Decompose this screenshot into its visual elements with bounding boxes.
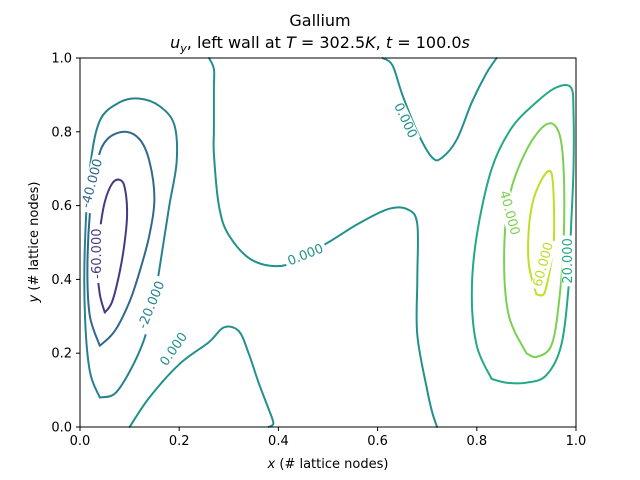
y-tick-label: 0.0 [51, 421, 72, 436]
x-tick-label: 0.8 [466, 434, 487, 449]
contour-label--20.000-text: -20.000 [136, 279, 169, 331]
contour-label-60.000-background [530, 238, 558, 291]
x-tick-label: 0.0 [70, 434, 91, 449]
contour-labels: -60.000-40.000-20.0000.00020.00040.00060… [78, 98, 576, 372]
x-tick-label: 0.6 [367, 434, 388, 449]
contour-line-level-0.000-1 [381, 57, 498, 162]
contour-label-extra-1: 0.000 [389, 98, 421, 144]
contour-label-0.000-background [156, 327, 193, 372]
contour-label--60.000-text: -60.000 [90, 229, 105, 279]
x-axis-ticks: 0.0 0.2 0.4 0.6 0.8 1.0 [70, 427, 587, 449]
contour-label-extra-0: 0.000 [283, 240, 329, 270]
contour-label--20.000: -20.000 [134, 275, 170, 335]
contour-label--40.000: -40.000 [78, 153, 107, 214]
x-tick-label: 0.4 [268, 434, 289, 449]
contour-label-20.000-text: 20.000 [561, 238, 576, 284]
axes-frame [79, 57, 577, 428]
x-tick-label: 0.2 [169, 434, 190, 449]
contour-line-level-60.000-0 [527, 169, 556, 297]
contour-label--20.000-background [134, 275, 170, 335]
x-axis-label: x (# lattice nodes) [267, 457, 389, 472]
y-tick-label: 0.8 [51, 125, 72, 140]
contour-label-extra-1-text: 0.000 [390, 101, 419, 141]
contour-label-extra-1-background [389, 98, 421, 144]
contour-label-40.000-background [495, 186, 523, 240]
contour-label-extra-0-text: 0.000 [286, 241, 326, 269]
contour-label-0.000-text: 0.000 [157, 330, 191, 369]
contour-line-level--20.000-0 [83, 97, 179, 399]
contour-label-20.000: 20.000 [561, 235, 576, 287]
contour-label-40.000-text: 40.000 [496, 189, 522, 237]
contour-label--40.000-text: -40.000 [79, 157, 106, 209]
chart-title: Gallium [289, 11, 350, 30]
y-tick-label: 0.4 [51, 273, 72, 288]
contour-label-40.000: 40.000 [495, 186, 523, 240]
contour-line-level--40.000-0 [86, 130, 156, 347]
contour-label--60.000-background [90, 224, 105, 283]
y-tick-label: 0.2 [51, 347, 72, 362]
contour-line-level-40.000-0 [503, 122, 566, 359]
contour-label--40.000-background [78, 153, 107, 214]
y-axis-ticks: 0.0 0.2 0.4 0.6 0.8 1.0 [51, 52, 80, 436]
contour-label-60.000: 60.000 [530, 238, 558, 291]
chart-subtitle: uy, left wall at T = 302.5K, t = 100.0s [170, 33, 470, 55]
contour-label-60.000-text: 60.000 [531, 241, 557, 289]
contour-label-20.000-background [561, 235, 576, 287]
contour-line-level-20.000-0 [470, 83, 575, 385]
y-tick-label: 1.0 [51, 52, 72, 67]
plot-area: -60.000-40.000-20.0000.00020.00040.00060… [78, 57, 577, 428]
y-tick-label: 0.6 [51, 199, 72, 214]
contour-label-0.000: 0.000 [156, 327, 193, 372]
contour-line-level-0.000-2 [128, 325, 275, 428]
x-tick-label: 1.0 [566, 434, 587, 449]
contour-label--60.000: -60.000 [90, 224, 105, 283]
contour-label-extra-0-background [283, 240, 329, 270]
y-axis-label: y (# lattice nodes) [27, 182, 42, 304]
contour-lines [83, 57, 575, 428]
